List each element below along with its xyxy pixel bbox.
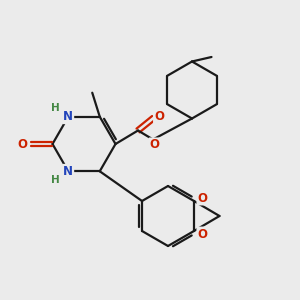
Text: N: N: [63, 165, 73, 178]
Text: H: H: [51, 103, 60, 113]
Text: N: N: [63, 110, 73, 123]
Text: H: H: [51, 175, 60, 185]
Text: O: O: [197, 191, 207, 205]
Text: O: O: [149, 138, 160, 152]
Text: O: O: [17, 137, 28, 151]
Text: O: O: [154, 110, 164, 123]
Text: O: O: [197, 227, 207, 241]
